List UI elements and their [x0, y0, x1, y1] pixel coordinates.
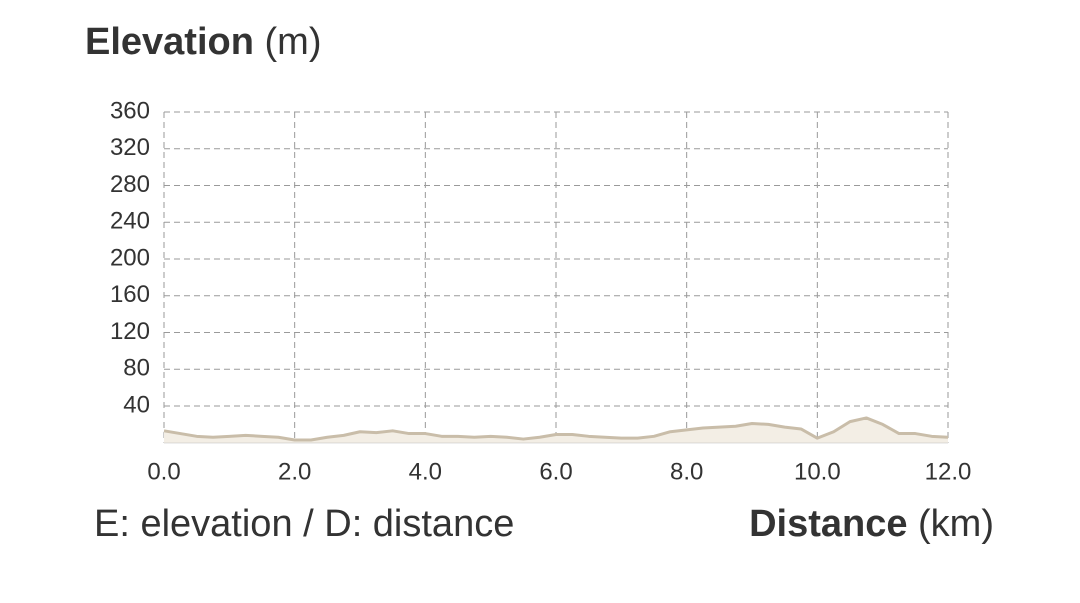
y-axis-unit: (m) [265, 21, 322, 63]
elevation-line [163, 416, 949, 442]
x-tick-label: 6.0 [539, 458, 572, 485]
x-axis-name: Distance [749, 503, 907, 545]
y-tick-label: 360 [110, 97, 150, 124]
y-tick-label: 160 [110, 281, 150, 308]
x-tick-label: 0.0 [147, 458, 180, 485]
y-axis-title: Elevation (m) [85, 21, 321, 63]
y-tick-label: 40 [123, 391, 150, 418]
legend-note: E: elevation / D: distance [94, 503, 514, 545]
x-tick-label: 4.0 [409, 458, 442, 485]
y-tick-label: 320 [110, 134, 150, 161]
x-axis-title: Distance (km) [749, 503, 994, 545]
y-tick-label: 120 [110, 318, 150, 345]
y-tick-label: 80 [123, 355, 150, 382]
y-tick-label: 280 [110, 171, 150, 198]
x-tick-label: 10.0 [794, 458, 841, 485]
y-axis-name: Elevation [85, 21, 254, 63]
x-tick-label: 12.0 [925, 458, 972, 485]
x-tick-label: 2.0 [278, 458, 311, 485]
y-tick-label: 200 [110, 244, 150, 271]
y-tick-label: 240 [110, 208, 150, 235]
x-axis-unit: (km) [918, 503, 994, 545]
x-tick-label: 8.0 [670, 458, 703, 485]
